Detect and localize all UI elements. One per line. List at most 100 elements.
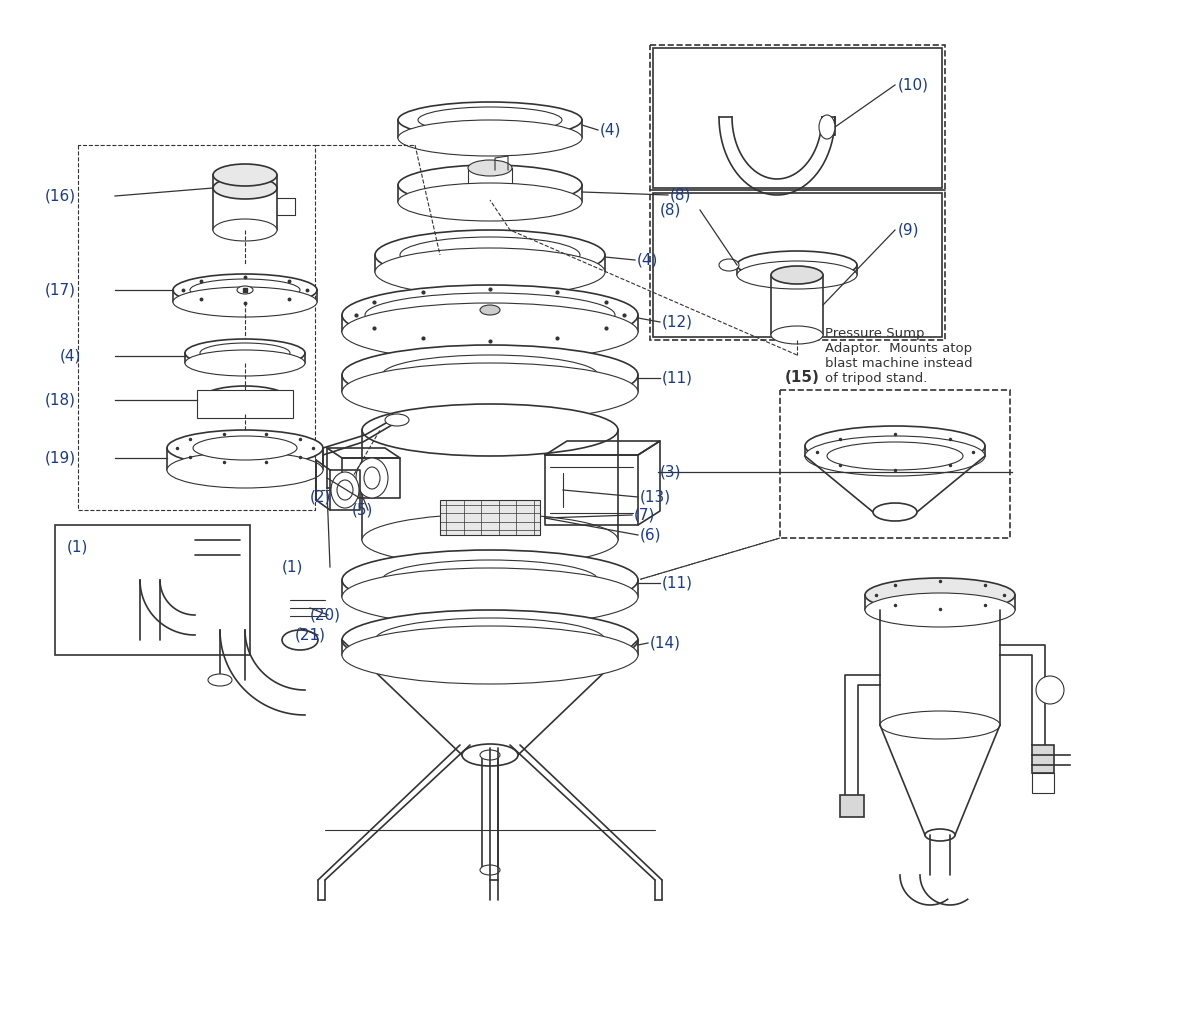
Text: (11): (11) bbox=[662, 576, 694, 591]
Ellipse shape bbox=[342, 345, 638, 405]
Ellipse shape bbox=[737, 261, 857, 289]
Ellipse shape bbox=[362, 404, 618, 456]
Ellipse shape bbox=[865, 578, 1015, 612]
Ellipse shape bbox=[385, 414, 409, 426]
Text: (20): (20) bbox=[310, 608, 341, 622]
Ellipse shape bbox=[342, 363, 638, 421]
Ellipse shape bbox=[827, 442, 964, 470]
Bar bbox=[840, 795, 864, 817]
Text: (14): (14) bbox=[650, 635, 682, 651]
Ellipse shape bbox=[398, 183, 582, 221]
Text: (15): (15) bbox=[785, 370, 820, 385]
Ellipse shape bbox=[480, 865, 500, 875]
Ellipse shape bbox=[193, 436, 298, 460]
Text: (10): (10) bbox=[898, 77, 929, 92]
Text: (12): (12) bbox=[662, 315, 694, 330]
Ellipse shape bbox=[342, 568, 638, 626]
Text: (6): (6) bbox=[640, 528, 661, 542]
Text: (17): (17) bbox=[46, 282, 76, 297]
Ellipse shape bbox=[925, 829, 955, 841]
Ellipse shape bbox=[1036, 676, 1064, 704]
Bar bbox=[650, 45, 946, 340]
Text: (8): (8) bbox=[660, 203, 682, 217]
Text: (1): (1) bbox=[282, 559, 304, 574]
Ellipse shape bbox=[337, 480, 353, 500]
Ellipse shape bbox=[173, 274, 317, 306]
Ellipse shape bbox=[342, 626, 638, 684]
Text: (2): (2) bbox=[310, 489, 331, 504]
Ellipse shape bbox=[398, 102, 582, 138]
Text: Pressure Sump
Adaptor.  Mounts atop
blast machine instead
of tripod stand.: Pressure Sump Adaptor. Mounts atop blast… bbox=[826, 327, 973, 385]
Ellipse shape bbox=[398, 165, 582, 205]
Ellipse shape bbox=[331, 472, 359, 508]
Bar bbox=[780, 390, 1010, 538]
Text: (9): (9) bbox=[898, 222, 919, 238]
Ellipse shape bbox=[200, 386, 290, 414]
Ellipse shape bbox=[238, 286, 253, 294]
Ellipse shape bbox=[374, 618, 605, 662]
Ellipse shape bbox=[342, 610, 638, 670]
Ellipse shape bbox=[880, 710, 1000, 739]
Text: (4): (4) bbox=[637, 253, 659, 268]
Ellipse shape bbox=[418, 107, 562, 133]
Text: (11): (11) bbox=[662, 370, 694, 386]
Ellipse shape bbox=[342, 303, 638, 361]
Ellipse shape bbox=[468, 200, 512, 216]
Bar bbox=[653, 48, 942, 188]
Ellipse shape bbox=[719, 259, 739, 271]
Ellipse shape bbox=[382, 355, 598, 395]
Ellipse shape bbox=[362, 514, 618, 566]
Ellipse shape bbox=[342, 285, 638, 345]
Ellipse shape bbox=[805, 436, 985, 476]
Text: (18): (18) bbox=[46, 393, 76, 407]
Ellipse shape bbox=[480, 750, 500, 760]
Text: (19): (19) bbox=[46, 451, 76, 466]
Ellipse shape bbox=[874, 503, 917, 521]
Ellipse shape bbox=[214, 219, 277, 241]
Ellipse shape bbox=[462, 744, 518, 766]
Text: (3): (3) bbox=[660, 465, 682, 479]
Text: (7): (7) bbox=[634, 508, 655, 523]
Ellipse shape bbox=[805, 426, 985, 466]
Ellipse shape bbox=[374, 230, 605, 280]
Bar bbox=[440, 500, 540, 535]
Bar bbox=[197, 390, 293, 418]
Ellipse shape bbox=[737, 251, 857, 279]
Text: (4): (4) bbox=[600, 123, 622, 137]
Bar bbox=[55, 525, 250, 655]
Ellipse shape bbox=[342, 550, 638, 610]
Ellipse shape bbox=[214, 164, 277, 186]
Bar bbox=[1032, 773, 1054, 793]
Ellipse shape bbox=[190, 279, 300, 301]
Ellipse shape bbox=[772, 266, 823, 284]
Text: (13): (13) bbox=[640, 489, 671, 504]
Ellipse shape bbox=[167, 430, 323, 466]
Ellipse shape bbox=[167, 452, 323, 488]
Ellipse shape bbox=[364, 467, 380, 489]
Ellipse shape bbox=[185, 350, 305, 376]
Text: (16): (16) bbox=[46, 189, 76, 203]
Ellipse shape bbox=[865, 593, 1015, 627]
Text: (8): (8) bbox=[670, 188, 691, 203]
Ellipse shape bbox=[200, 343, 290, 363]
Ellipse shape bbox=[356, 458, 388, 498]
Ellipse shape bbox=[400, 236, 580, 273]
Bar bbox=[653, 193, 942, 337]
Ellipse shape bbox=[173, 287, 317, 317]
Ellipse shape bbox=[818, 115, 835, 139]
Ellipse shape bbox=[374, 248, 605, 296]
Text: (4): (4) bbox=[60, 348, 82, 363]
Ellipse shape bbox=[214, 177, 277, 199]
Text: (5): (5) bbox=[352, 502, 373, 518]
Ellipse shape bbox=[365, 293, 616, 337]
Ellipse shape bbox=[480, 304, 500, 315]
Text: (1): (1) bbox=[67, 540, 89, 554]
Ellipse shape bbox=[382, 560, 598, 600]
Ellipse shape bbox=[772, 326, 823, 344]
Ellipse shape bbox=[468, 160, 512, 176]
Ellipse shape bbox=[208, 674, 232, 686]
Ellipse shape bbox=[282, 630, 318, 650]
Ellipse shape bbox=[185, 339, 305, 367]
Bar bbox=[1032, 745, 1054, 773]
Text: (21): (21) bbox=[295, 627, 326, 642]
